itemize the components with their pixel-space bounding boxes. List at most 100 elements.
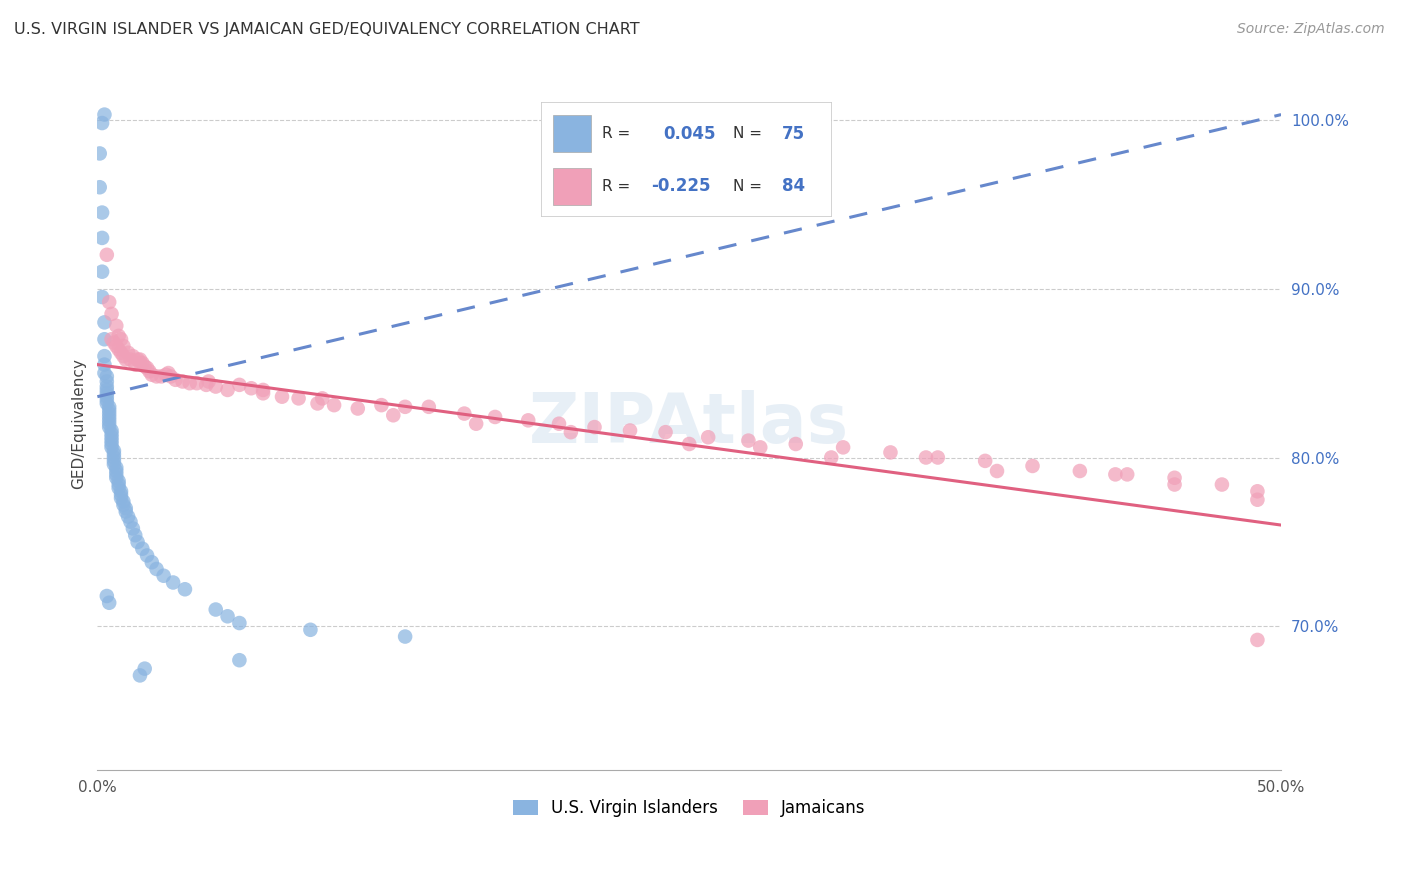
Point [141,368,163,382]
Point [1116,467,1139,482]
Point [105,464,128,478]
Point [157,366,180,380]
Point [136,361,159,376]
Point [98,417,121,431]
Point [98,420,121,434]
Point [129,668,152,682]
Point [131,356,153,370]
Point [1246,484,1268,499]
Point [453,407,475,421]
Point [127,352,149,367]
Point [165,373,187,387]
Point [96,386,118,401]
Point [100,437,122,451]
Point [879,445,901,459]
Point [124,528,146,542]
Point [174,582,197,597]
Point [418,400,440,414]
Point [145,369,167,384]
Point [150,369,173,384]
Point [103,454,125,468]
Point [974,454,997,468]
Point [110,332,132,346]
Point [100,332,122,346]
Point [98,295,121,310]
Point [152,568,174,582]
Point [100,424,122,438]
Point [91,265,114,279]
Point [107,477,129,491]
Point [1246,632,1268,647]
Point [96,396,118,410]
Point [1211,477,1233,491]
Point [96,383,118,397]
Point [96,375,118,389]
Point [252,386,274,401]
Point [105,467,128,482]
Point [186,376,208,391]
Point [107,329,129,343]
Point [89,180,111,194]
Legend: U.S. Virgin Islanders, Jamaicans: U.S. Virgin Islanders, Jamaicans [506,793,872,824]
Point [517,413,540,427]
Point [100,307,122,321]
Point [100,430,122,444]
Point [121,349,143,363]
Point [252,383,274,397]
Point [394,400,416,414]
Point [986,464,1008,478]
Point [915,450,938,465]
Point [105,339,128,353]
Point [89,146,111,161]
Point [162,575,184,590]
Point [117,509,139,524]
Point [98,409,121,424]
Text: U.S. VIRGIN ISLANDER VS JAMAICAN GED/EQUIVALENCY CORRELATION CHART: U.S. VIRGIN ISLANDER VS JAMAICAN GED/EQU… [14,22,640,37]
Text: ZIPAtlas: ZIPAtlas [529,390,849,458]
Text: Source: ZipAtlas.com: Source: ZipAtlas.com [1237,22,1385,37]
Point [91,116,114,130]
Point [105,460,128,475]
Point [98,400,121,414]
Point [110,491,132,505]
Point [98,403,121,417]
Point [100,434,122,448]
Point [91,231,114,245]
Point [678,437,700,451]
Point [832,441,855,455]
Point [110,345,132,359]
Point [136,549,159,563]
Point [228,377,250,392]
Point [145,562,167,576]
Point [96,589,118,603]
Point [103,443,125,458]
Point [927,450,949,465]
Point [96,369,118,384]
Point [114,504,136,518]
Point [1104,467,1126,482]
Point [484,409,506,424]
Point [654,425,676,439]
Point [197,375,219,389]
Point [323,398,346,412]
Point [1069,464,1091,478]
Point [172,375,194,389]
Point [134,359,156,374]
Point [96,393,118,408]
Point [117,345,139,359]
Point [737,434,759,448]
Point [127,535,149,549]
Point [307,396,329,410]
Point [103,450,125,465]
Point [98,407,121,421]
Point [103,447,125,461]
Point [91,290,114,304]
Point [785,437,807,451]
Point [103,335,125,350]
Point [394,630,416,644]
Point [155,368,177,382]
Point [114,501,136,516]
Point [820,450,842,465]
Point [228,615,250,630]
Point [93,107,115,121]
